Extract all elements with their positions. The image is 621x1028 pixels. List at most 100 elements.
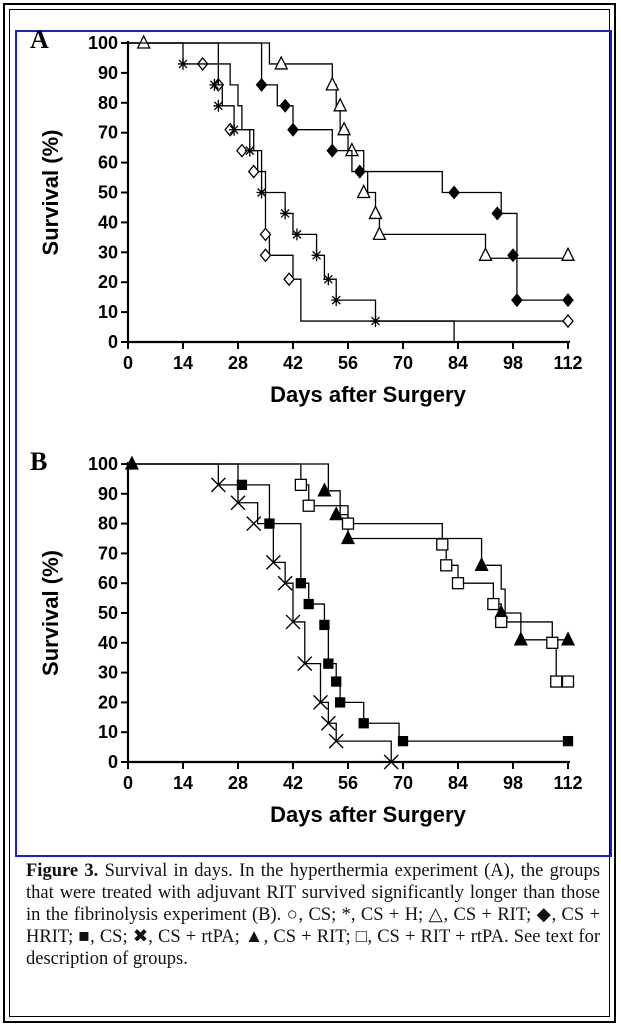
y-tick-label: 30 <box>98 242 118 262</box>
data-point <box>325 76 340 91</box>
figure-inner-border <box>9 9 610 1017</box>
data-point <box>178 57 188 70</box>
y-tick-label: 20 <box>98 272 118 292</box>
data-point <box>329 506 344 521</box>
data-point <box>436 538 449 551</box>
data-point <box>229 123 240 136</box>
series-line <box>128 463 568 683</box>
data-point <box>491 206 504 221</box>
chart-panel-A: A 0 10 20 30 40 50 60 70 80 90 100 0 14 28 42 56 70 84 98 11… <box>30 25 583 407</box>
x-tick-label: 14 <box>173 773 193 793</box>
data-point <box>474 556 489 571</box>
data-point <box>136 34 151 49</box>
y-axis-label: Survival (%) <box>38 130 63 256</box>
data-point <box>550 675 563 688</box>
data-point <box>255 77 268 92</box>
data-point <box>303 598 314 610</box>
data-point <box>560 246 576 261</box>
series-line <box>128 42 568 301</box>
x-tick-label: 0 <box>123 773 133 793</box>
data-point <box>320 715 336 731</box>
data-point <box>244 144 255 157</box>
chart-panel-B: B 0 10 20 30 40 50 60 70 80 90 100 0 14 28 42 56 70 84 98 11… <box>30 447 583 827</box>
data-point <box>368 204 383 220</box>
data-point <box>285 614 301 630</box>
series-diamond-open <box>128 42 574 329</box>
y-tick-label: 40 <box>98 633 118 653</box>
x-tick-label: 112 <box>553 353 582 373</box>
data-point <box>383 754 399 770</box>
data-point <box>562 735 574 747</box>
data-point <box>326 143 339 158</box>
data-point <box>213 99 224 112</box>
data-point <box>259 248 272 263</box>
y-axis-label: Survival (%) <box>38 550 63 676</box>
data-point <box>265 554 281 570</box>
caption-text: Survival in days. In the hyperthermia ex… <box>26 861 601 969</box>
y-tick-label: 70 <box>98 543 118 563</box>
panel-letter: B <box>30 447 47 476</box>
data-point <box>511 293 523 308</box>
data-point <box>546 636 559 649</box>
y-tick-label: 20 <box>98 692 118 712</box>
data-point <box>247 164 260 179</box>
data-point <box>333 97 348 112</box>
data-point <box>341 517 355 530</box>
data-point <box>440 559 453 572</box>
x-tick-label: 98 <box>503 353 523 373</box>
x-tick-label: 42 <box>283 353 303 373</box>
y-tick-label: 100 <box>88 33 118 53</box>
data-point <box>297 656 313 672</box>
y-tick-label: 80 <box>98 514 118 534</box>
data-point <box>236 479 248 491</box>
data-point <box>124 455 139 470</box>
data-point <box>311 249 322 262</box>
data-point <box>353 164 366 179</box>
figure-outer-border <box>3 3 616 1023</box>
figure-caption: Figure 3. Survival in days. In the hyper… <box>26 860 600 970</box>
data-point <box>323 273 334 286</box>
data-point <box>340 530 356 545</box>
data-point <box>291 228 302 241</box>
y-tick-label: 40 <box>98 212 118 232</box>
y-tick-label: 80 <box>98 93 118 113</box>
data-point <box>274 55 289 70</box>
panel-letter: A <box>30 25 49 54</box>
y-tick-label: 0 <box>108 752 118 772</box>
data-point <box>230 495 246 511</box>
series-line <box>128 42 455 342</box>
data-point <box>294 478 308 492</box>
x-tick-label: 56 <box>338 353 358 373</box>
y-tick-label: 100 <box>88 454 118 474</box>
data-point <box>451 577 465 590</box>
data-point <box>334 697 346 708</box>
series-line <box>128 463 568 641</box>
data-point <box>495 615 508 629</box>
selection-box <box>15 30 612 857</box>
x-tick-label: 84 <box>448 773 468 793</box>
data-point <box>323 658 334 669</box>
x-tick-label: 70 <box>393 353 413 373</box>
data-point <box>319 619 330 631</box>
caption-label: Figure 3. <box>26 861 99 881</box>
data-point <box>246 516 262 532</box>
data-point <box>397 735 409 747</box>
x-tick-label: 98 <box>503 773 523 793</box>
data-point <box>513 631 528 646</box>
data-point <box>562 314 574 329</box>
data-point <box>328 733 344 749</box>
x-tick-label: 70 <box>393 773 413 793</box>
data-point <box>302 499 315 512</box>
data-point <box>562 293 574 308</box>
series-cross <box>128 463 399 770</box>
data-point <box>337 121 352 136</box>
data-point <box>209 78 220 91</box>
data-point <box>295 578 307 589</box>
series-triangle-open <box>128 34 576 261</box>
series-line <box>128 42 568 322</box>
x-tick-label: 28 <box>228 773 248 793</box>
data-point <box>277 575 293 591</box>
x-tick-label: 14 <box>173 353 193 373</box>
data-point <box>256 186 267 199</box>
